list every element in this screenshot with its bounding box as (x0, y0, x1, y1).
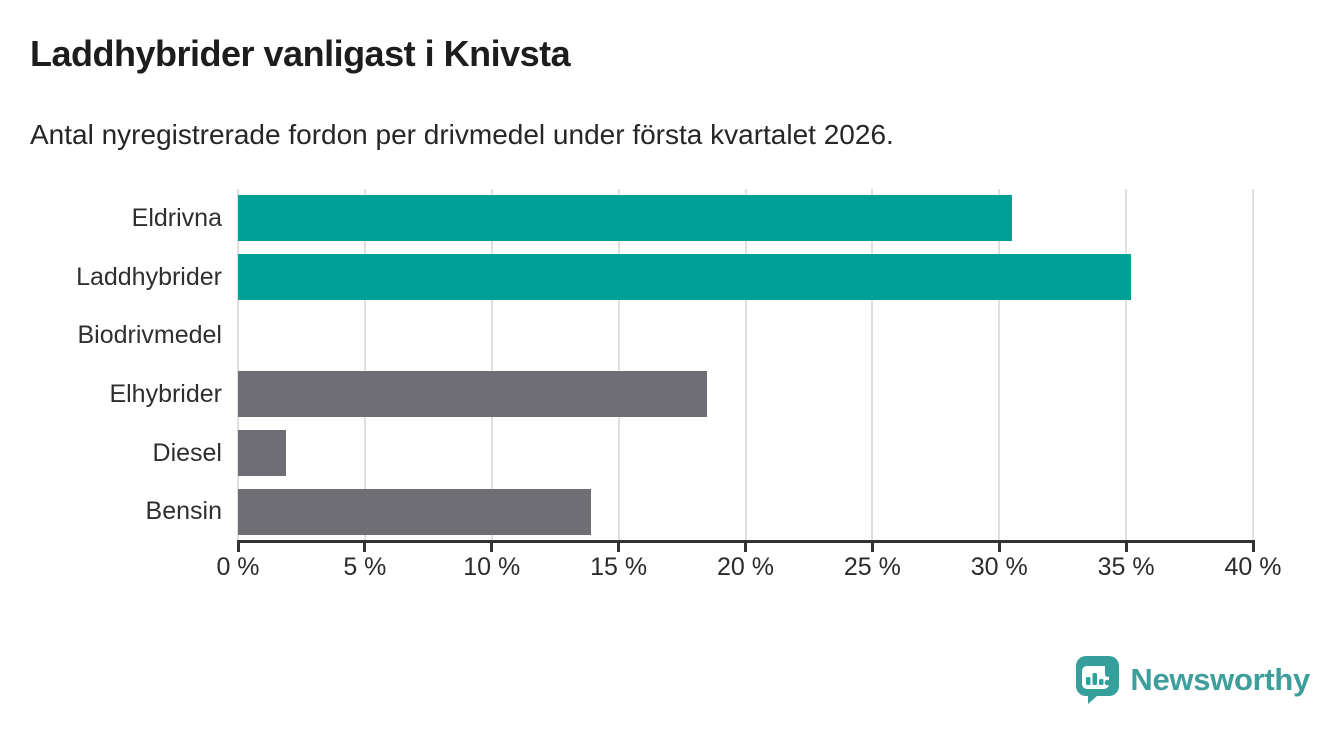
gridline-35 (1125, 189, 1128, 541)
bar-row-elhybrider (238, 365, 1253, 424)
tick-label-15: 15 % (590, 553, 648, 581)
newsworthy-logo-icon (1076, 656, 1120, 704)
gridline-15 (617, 189, 620, 541)
category-label-elhybrider: Elhybrider (109, 379, 222, 408)
bar-row-biodrivmedel (238, 306, 1253, 365)
gridline-40 (1252, 189, 1254, 541)
bar-eldrivna (238, 195, 1012, 242)
bars-layer (238, 189, 1253, 541)
gridline-10 (490, 189, 493, 541)
axis-tick-5 (363, 542, 367, 552)
axis-tick-40 (1251, 542, 1255, 552)
category-label-laddhybrider: Laddhybrider (76, 262, 222, 291)
newsworthy-logo-text: Newsworthy (1130, 661, 1310, 697)
category-label-biodrivmedel: Biodrivmedel (77, 321, 222, 350)
bar-row-bensin (238, 482, 1253, 541)
bar-elhybrider (238, 371, 708, 418)
bar-bensin (238, 488, 591, 535)
gridline-25 (871, 189, 874, 541)
axis-tick-35 (1124, 542, 1128, 552)
category-label-eldrivna: Eldrivna (131, 203, 222, 232)
gridline-0 (237, 189, 239, 541)
axis-tick-20 (744, 542, 747, 552)
bar-row-laddhybrider (238, 248, 1253, 307)
category-label-bensin: Bensin (145, 497, 222, 526)
bar-row-diesel (238, 424, 1253, 483)
gridline-20 (744, 189, 747, 541)
newsworthy-logo: Newsworthy (1075, 655, 1310, 704)
category-label-diesel: Diesel (152, 438, 222, 467)
bar-row-eldrivna (238, 189, 1253, 248)
tick-label-5: 5 % (343, 553, 387, 581)
tick-label-0: 0 % (216, 553, 260, 581)
chart-title: Laddhybrider vanligast i Knivsta (30, 33, 571, 74)
bar-diesel (238, 430, 287, 477)
y-axis-labels: Eldrivna Laddhybrider Biodrivmedel Elhybrid… (0, 189, 222, 541)
plot-area: 0 % 5 % 10 % 15 % 20 % 25 % 30 % 35 % 40 % (216, 189, 1281, 581)
tick-label-35: 35 % (1097, 553, 1155, 581)
tick-label-20: 20 % (717, 553, 774, 581)
chart-subtitle: Antal nyregistrerade fordon per drivmede… (30, 119, 894, 150)
gridline-30 (998, 189, 1001, 541)
tick-label-25: 25 % (843, 553, 901, 581)
tick-label-10: 10 % (463, 553, 521, 581)
gridline-5 (363, 189, 366, 541)
axis-tick-0 (236, 542, 240, 552)
axis-tick-30 (997, 542, 1001, 552)
axis-tick-10 (490, 542, 494, 552)
tick-label-30: 30 % (970, 553, 1028, 581)
bar-laddhybrider (238, 254, 1132, 300)
x-axis-line (237, 540, 1255, 543)
axis-tick-15 (617, 542, 621, 552)
axis-tick-25 (870, 542, 874, 552)
tick-label-40: 40 % (1224, 553, 1282, 581)
